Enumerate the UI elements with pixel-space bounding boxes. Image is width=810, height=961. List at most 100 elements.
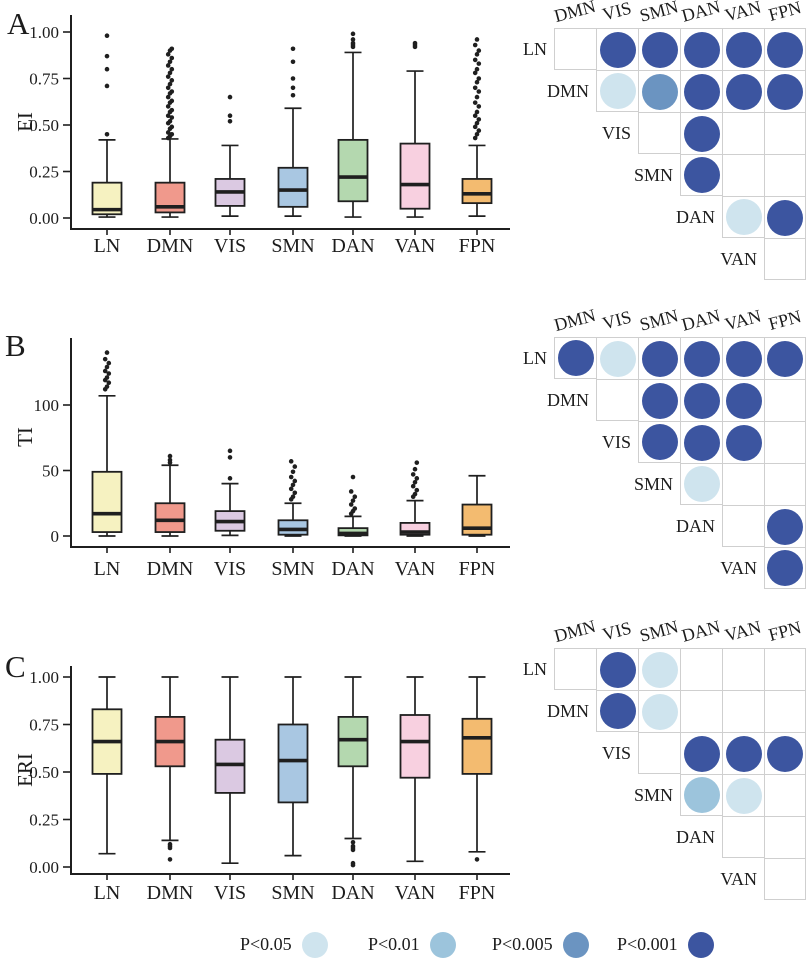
matrix-cell-DMN-DAN	[680, 70, 722, 112]
outlier-dot	[288, 474, 294, 480]
y-tick-label: 0	[51, 527, 60, 546]
matrix-cell-SMN-VAN	[722, 774, 764, 816]
box-VAN	[399, 522, 431, 536]
outlier-dot	[288, 459, 294, 464]
x-category-label: LN	[94, 235, 121, 257]
outlier-dot	[474, 66, 480, 72]
matrix-cell-VIS-SMN	[638, 421, 680, 463]
significance-dot	[767, 199, 803, 236]
outlier-dot	[167, 457, 173, 463]
x-category-label: VIS	[214, 882, 246, 904]
outlier-dot	[348, 502, 354, 507]
significance-dot	[767, 31, 803, 68]
legend-label: P<0.05	[240, 934, 292, 954]
outlier-dot	[414, 487, 420, 493]
significance-dot	[683, 31, 720, 68]
outlier-dot	[292, 490, 298, 496]
matrix-cell-SMN-DAN	[680, 774, 722, 816]
significance-dot	[725, 424, 762, 461]
matrix-cell-DMN-VAN	[722, 379, 764, 421]
outlier-dot	[165, 130, 171, 135]
significance-dot	[683, 466, 720, 502]
outlier-dot	[290, 59, 296, 65]
y-tick-label: 0.75	[29, 70, 59, 89]
legend-swatch-circle-icon	[429, 931, 456, 958]
legend-swatch-circle-icon	[687, 931, 714, 958]
x-category-label: VIS	[214, 558, 246, 580]
box-SMN	[277, 166, 309, 208]
matrix-row-label-LN: LN	[523, 39, 547, 59]
legend-item-1: P<0.01	[368, 931, 456, 958]
outlier-dot	[350, 31, 356, 37]
outlier-dot	[104, 375, 110, 380]
outlier-dot	[290, 85, 296, 91]
box-VAN	[399, 142, 431, 210]
x-category-label: SMN	[271, 558, 314, 580]
significance-dot	[599, 651, 636, 688]
matrix-cell-DMN-SMN	[638, 690, 680, 732]
outlier-dot	[106, 380, 112, 386]
y-tick-label: 0.50	[29, 116, 59, 135]
matrix-cell-DMN-VIS	[596, 379, 638, 421]
outlier-dot	[472, 100, 478, 105]
outlier-dot	[167, 59, 173, 65]
matrix-cell-DMN-VIS	[596, 690, 638, 732]
y-tick-label: 0.00	[29, 209, 59, 228]
significance-dot	[725, 31, 762, 68]
matrix-cell-LN-VAN	[722, 648, 764, 690]
outlier-dot	[350, 840, 356, 845]
matrix-cell-VIS-FPN	[764, 112, 806, 154]
legend-label: P<0.005	[492, 934, 553, 954]
outlier-dot	[472, 42, 478, 48]
significance-dot	[557, 340, 594, 376]
matrix-cell-DMN-VAN	[722, 70, 764, 112]
matrix-cell-LN-SMN	[638, 648, 680, 690]
legend-item-2: P<0.005	[492, 931, 589, 958]
y-tick-label: 1.00	[29, 23, 59, 42]
matrix-cell-VIS-DAN	[680, 732, 722, 774]
outlier-dot	[227, 94, 233, 100]
matrix-cell-DAN-FPN	[764, 505, 806, 547]
outlier-dot	[104, 364, 110, 370]
matrix-row-label-VIS: VIS	[601, 123, 631, 143]
legend-swatch-circle-icon	[301, 931, 328, 958]
matrix-cell-DMN-FPN	[764, 690, 806, 732]
x-category-label: DAN	[331, 235, 374, 257]
matrix-cell-DMN-FPN	[764, 70, 806, 112]
matrix-cell-VIS-SMN	[638, 112, 680, 154]
outlier-dot	[165, 74, 171, 79]
significance-dot	[599, 693, 636, 729]
y-tick-label: 0.25	[29, 163, 59, 182]
outlier-dot	[227, 113, 233, 118]
outlier-dot	[476, 89, 482, 94]
box-FPN	[461, 503, 493, 536]
x-category-label: DMN	[147, 882, 194, 904]
outlier-dot	[472, 85, 478, 91]
significance-dot	[767, 550, 803, 586]
outlier-dot	[352, 494, 358, 500]
outlier-dot	[167, 81, 173, 87]
outlier-dot	[102, 356, 108, 362]
matrix-cell-DAN-VAN	[722, 196, 764, 238]
matrix-cell-VIS-FPN	[764, 421, 806, 463]
outlier-dot	[290, 92, 296, 98]
x-category-label: VAN	[395, 235, 436, 257]
outlier-dot	[165, 63, 171, 68]
x-category-label: LN	[94, 558, 121, 580]
y-tick-label: 50	[42, 462, 59, 481]
matrix-cell-SMN-FPN	[764, 154, 806, 196]
significance-matrix-C: DMN VIS SMN DAN VAN FPN LN DMN VIS SMN DAN VAN	[523, 616, 806, 900]
outlier-dot	[227, 118, 233, 124]
x-category-label: VAN	[395, 558, 436, 580]
matrix-cell-SMN-VAN	[722, 154, 764, 196]
box-FPN	[461, 717, 493, 775]
matrix-row-label-VAN: VAN	[720, 558, 757, 578]
outlier-dot	[472, 113, 478, 118]
outlier-dot	[227, 448, 233, 454]
box-DAN	[337, 716, 369, 768]
outlier-dot	[290, 494, 296, 500]
outlier-dot	[102, 368, 108, 374]
outlier-dot	[167, 70, 173, 76]
legend-label: P<0.01	[368, 934, 420, 954]
